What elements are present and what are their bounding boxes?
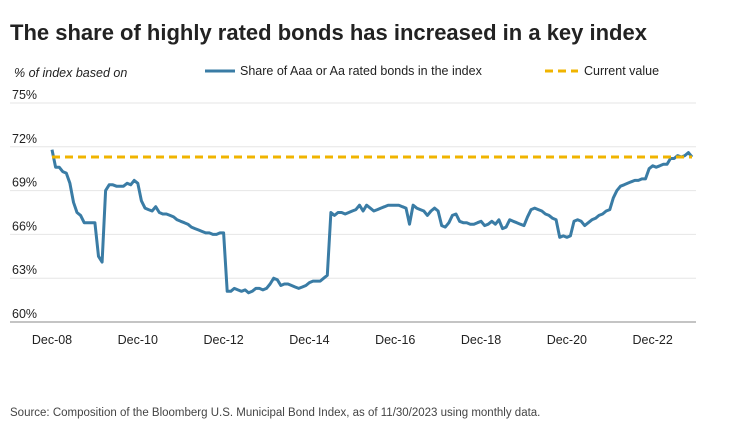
x-tick-label: Dec-22 [633,333,673,347]
chart-title: The share of highly rated bonds has incr… [10,20,648,45]
subtitle: % of index based on [14,66,127,80]
y-tick-label: 63% [12,263,37,277]
data-line [50,149,694,295]
x-tick-label: Dec-12 [203,333,243,347]
y-tick-label: 66% [12,219,37,233]
source-note: Source: Composition of the Bloomberg U.S… [10,407,540,419]
y-tick-label: 72% [12,132,37,146]
legend-label: Current value [584,64,659,78]
x-tick-label: Dec-10 [118,333,158,347]
y-tick-label: 75% [12,88,37,102]
x-tick-label: Dec-20 [547,333,587,347]
x-tick-label: Dec-16 [375,333,415,347]
y-tick-label: 60% [12,307,37,321]
legend-label: Share of Aaa or Aa rated bonds in the in… [240,64,483,78]
x-tick-label: Dec-08 [32,333,72,347]
x-tick-label: Dec-18 [461,333,501,347]
x-tick-label: Dec-14 [289,333,329,347]
y-tick-label: 69% [12,176,37,190]
